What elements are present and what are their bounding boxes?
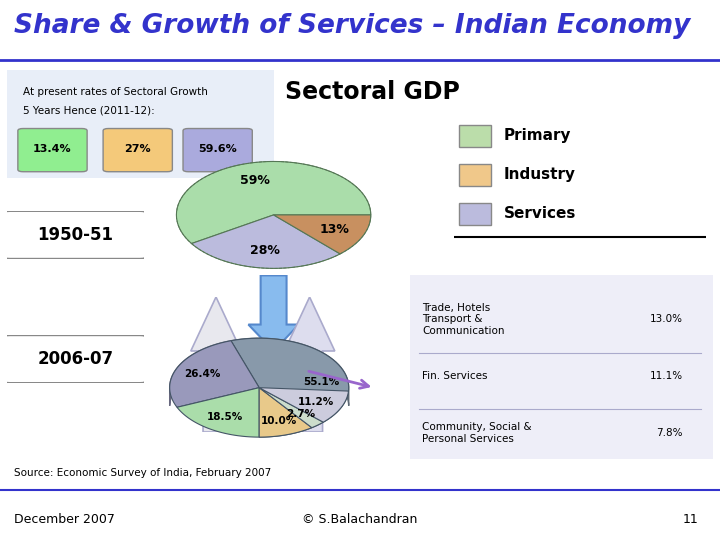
Text: 59.6%: 59.6% (198, 144, 237, 154)
Polygon shape (248, 275, 299, 351)
FancyBboxPatch shape (183, 129, 252, 172)
Text: 11.1%: 11.1% (649, 372, 683, 381)
Text: Community, Social &
Personal Services: Community, Social & Personal Services (423, 422, 532, 444)
Polygon shape (231, 338, 348, 437)
Text: 10.0%: 10.0% (261, 416, 297, 426)
Text: 1950-51: 1950-51 (37, 226, 114, 244)
Text: At present rates of Sectoral Growth: At present rates of Sectoral Growth (23, 87, 208, 97)
Polygon shape (274, 215, 371, 254)
Text: 5 Years Hence (2011-12):: 5 Years Hence (2011-12): (23, 105, 155, 115)
Polygon shape (284, 297, 335, 432)
Text: Industry: Industry (504, 167, 576, 182)
Polygon shape (259, 388, 348, 422)
Text: 11.2%: 11.2% (298, 397, 335, 407)
Text: 13.4%: 13.4% (33, 144, 72, 154)
Polygon shape (170, 341, 231, 406)
Polygon shape (231, 338, 348, 406)
Polygon shape (191, 297, 241, 432)
Polygon shape (170, 341, 259, 407)
Text: 26.4%: 26.4% (184, 368, 220, 379)
Text: 28%: 28% (251, 245, 280, 258)
FancyBboxPatch shape (459, 203, 492, 225)
Text: Share & Growth of Services – Indian Economy: Share & Growth of Services – Indian Econ… (14, 13, 690, 39)
Text: Fin. Services: Fin. Services (423, 372, 488, 381)
Text: December 2007: December 2007 (14, 513, 115, 526)
Text: 18.5%: 18.5% (207, 411, 243, 422)
Text: 11: 11 (683, 513, 698, 526)
FancyBboxPatch shape (0, 68, 279, 181)
Text: Primary: Primary (504, 128, 572, 143)
Polygon shape (177, 388, 259, 437)
Text: 2006-07: 2006-07 (37, 350, 114, 368)
Polygon shape (192, 215, 340, 268)
Text: 7.8%: 7.8% (656, 428, 683, 438)
Polygon shape (259, 388, 323, 428)
FancyBboxPatch shape (103, 129, 172, 172)
Text: 59%: 59% (240, 173, 270, 186)
FancyBboxPatch shape (3, 211, 147, 259)
Polygon shape (176, 161, 371, 244)
Text: Services: Services (504, 206, 577, 221)
FancyBboxPatch shape (3, 335, 147, 383)
Text: Sectoral GDP: Sectoral GDP (285, 80, 460, 104)
FancyBboxPatch shape (18, 129, 87, 172)
Text: 27%: 27% (125, 144, 151, 154)
Text: 13.0%: 13.0% (649, 314, 683, 325)
Text: 13%: 13% (320, 223, 349, 236)
Polygon shape (259, 388, 312, 437)
Text: 2.7%: 2.7% (286, 409, 315, 419)
Text: Trade, Hotels
Transport &
Communication: Trade, Hotels Transport & Communication (423, 303, 505, 336)
FancyBboxPatch shape (401, 272, 719, 464)
FancyBboxPatch shape (459, 164, 492, 186)
Text: Source: Economic Survey of India, February 2007: Source: Economic Survey of India, Februa… (14, 468, 271, 477)
Text: © S.Balachandran: © S.Balachandran (302, 513, 418, 526)
FancyBboxPatch shape (459, 125, 492, 147)
Text: 55.1%: 55.1% (303, 377, 339, 387)
